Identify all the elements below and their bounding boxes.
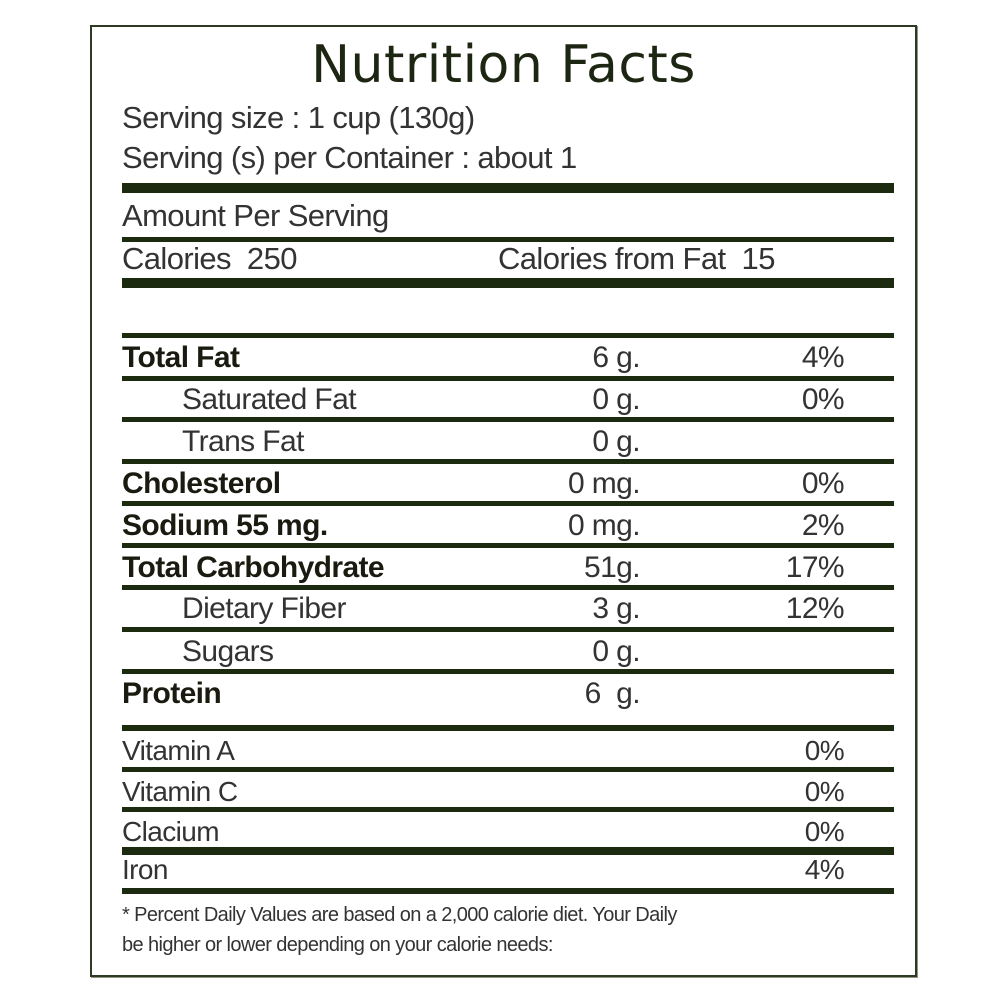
vitamin-name: Clacium: [122, 816, 220, 847]
nutrient-row-total-fat: Total Fat 6 g. 4%: [122, 338, 894, 378]
nutrient-row-total-carbohydrate: Total Carbohydrate 51g. 17%: [122, 548, 894, 588]
vitamin-daily-value: 0%: [804, 735, 845, 766]
nutrient-name: Sodium 55 mg.: [122, 509, 328, 542]
rule-thin: [122, 459, 894, 464]
nutrient-amount: 6 g.: [584, 677, 641, 710]
vitamin-row-vitamin-a: Vitamin A 0%: [122, 731, 894, 771]
vitamin-daily-value: 4%: [804, 854, 845, 885]
nutrient-row-sugars: Sugars 0 g.: [122, 632, 894, 672]
nutrient-daily-value: 12%: [785, 592, 845, 625]
nutrient-amount: 3 g.: [592, 592, 640, 625]
vitamin-daily-value: 0%: [804, 776, 845, 807]
nutrient-name: Total Carbohydrate: [122, 551, 385, 584]
rule-thin: [122, 237, 894, 242]
serving-size: Serving size : 1 cup (130g): [122, 100, 475, 135]
nutrient-daily-value: 4%: [801, 341, 845, 374]
rule-thin: [122, 767, 894, 772]
footnote-line-2: be higher or lower depending on your cal…: [122, 934, 553, 956]
calories: Calories 250: [122, 241, 297, 276]
nutrient-name: Sugars: [182, 635, 274, 668]
rule-thin: [122, 807, 894, 812]
vitamin-name: Iron: [122, 854, 168, 885]
nutrient-daily-value: 0%: [801, 467, 845, 500]
nutrient-name: Saturated Fat: [182, 383, 357, 416]
nutrient-daily-value: 0%: [801, 383, 845, 416]
nutrient-amount: 0 g.: [592, 635, 640, 668]
vitamin-name: Vitamin C: [122, 776, 238, 807]
vitamin-name: Vitamin A: [122, 735, 235, 766]
rule-thin: [122, 501, 894, 506]
vitamin-row-iron: Iron 4%: [122, 850, 894, 890]
rule-thin: [122, 376, 894, 381]
nutrient-row-cholesterol: Cholesterol 0 mg. 0%: [122, 464, 894, 504]
rule-thick: [122, 183, 894, 193]
nutrient-row-trans-fat: Trans Fat 0 g.: [122, 422, 894, 462]
nutrient-amount: 0 g.: [592, 425, 640, 458]
vitamin-row-calcium: Clacium 0%: [122, 812, 894, 852]
nutrient-amount: 51g.: [584, 551, 641, 584]
nutrient-amount: 0 mg.: [567, 467, 641, 500]
nutrient-name: Dietary Fiber: [182, 592, 347, 625]
nutrient-amount: 0 mg.: [567, 509, 641, 542]
nutrient-name: Total Fat: [122, 341, 240, 374]
servings-per-container: Serving (s) per Container : about 1: [122, 140, 577, 175]
vitamin-row-vitamin-c: Vitamin C 0%: [122, 772, 894, 812]
footnote-line-1: * Percent Daily Values are based on a 2,…: [122, 904, 677, 926]
rule-thin: [122, 669, 894, 674]
rule-mid: [122, 725, 894, 731]
nutrient-daily-value: 17%: [785, 551, 845, 584]
nutrient-name: Cholesterol: [122, 467, 281, 500]
calories-from-fat: Calories from Fat 15: [498, 241, 775, 276]
nutrient-name: Protein: [122, 677, 222, 710]
nutrient-row-saturated-fat: Saturated Fat 0 g. 0%: [122, 380, 894, 420]
vitamin-daily-value: 0%: [804, 816, 845, 847]
nutrient-row-protein: Protein 6 g.: [122, 674, 894, 714]
nutrient-row-sodium: Sodium 55 mg. 0 mg. 2%: [122, 506, 894, 546]
nutrition-label-border: [90, 25, 917, 977]
rule-thin: [122, 417, 894, 422]
nutrient-amount: 6 g.: [592, 341, 640, 374]
rule-thick: [122, 278, 894, 288]
nutrient-daily-value: 2%: [801, 509, 845, 542]
nutrient-row-dietary-fiber: Dietary Fiber 3 g. 12%: [122, 589, 894, 629]
rule-thick: [122, 847, 894, 855]
amount-per-serving: Amount Per Serving: [122, 198, 389, 233]
nutrient-name: Trans Fat: [182, 425, 304, 458]
nutrient-amount: 0 g.: [592, 383, 640, 416]
label-title: Nutrition Facts: [311, 35, 696, 95]
rule-thin: [122, 333, 894, 338]
rule-thin: [122, 585, 894, 590]
rule-thin: [122, 543, 894, 548]
rule-mid: [122, 888, 894, 894]
rule-thin: [122, 627, 894, 632]
